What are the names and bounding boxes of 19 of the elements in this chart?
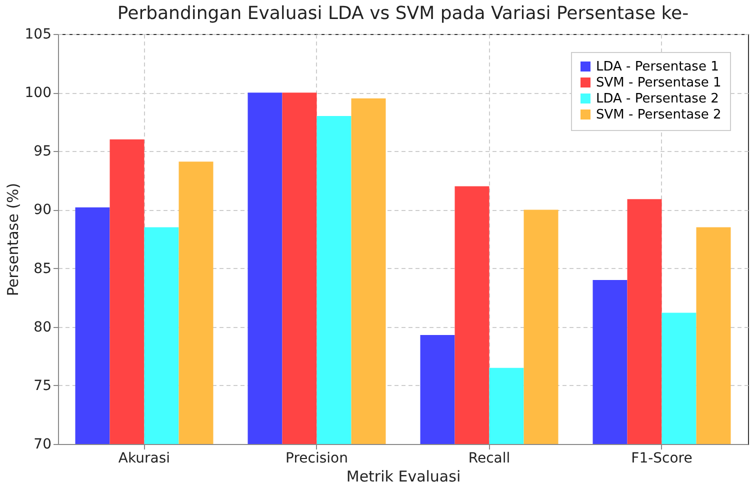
legend-label: LDA - Persentase 2 — [596, 92, 719, 106]
y-tick-label: 80 — [34, 319, 52, 336]
legend-label: SVM - Persentase 2 — [596, 108, 722, 122]
y-tick-label: 100 — [24, 85, 52, 102]
legend-label: LDA - Persentase 1 — [596, 60, 719, 74]
y-tick-label: 70 — [34, 436, 52, 452]
y-axis-title: Persentase (%) — [4, 182, 22, 296]
chart-title: Perbandingan Evaluasi LDA vs SVM pada Variasi Persentase ke- — [117, 3, 689, 24]
x-tick-label: Akurasi — [118, 450, 170, 466]
y-tick-label: 105 — [24, 26, 52, 42]
x-axis-title: Metrik Evaluasi — [346, 468, 461, 486]
y-tick-label: 95 — [34, 144, 52, 160]
y-tick-label: 75 — [34, 378, 52, 394]
y-tick-label: 90 — [34, 202, 52, 218]
legend-label: SVM - Persentase 1 — [596, 76, 722, 90]
x-tick-label: F1-Score — [631, 450, 692, 466]
x-tick-label: Precision — [286, 450, 348, 466]
x-tick-label: Recall — [468, 450, 510, 466]
y-tick-label: 85 — [34, 260, 52, 277]
